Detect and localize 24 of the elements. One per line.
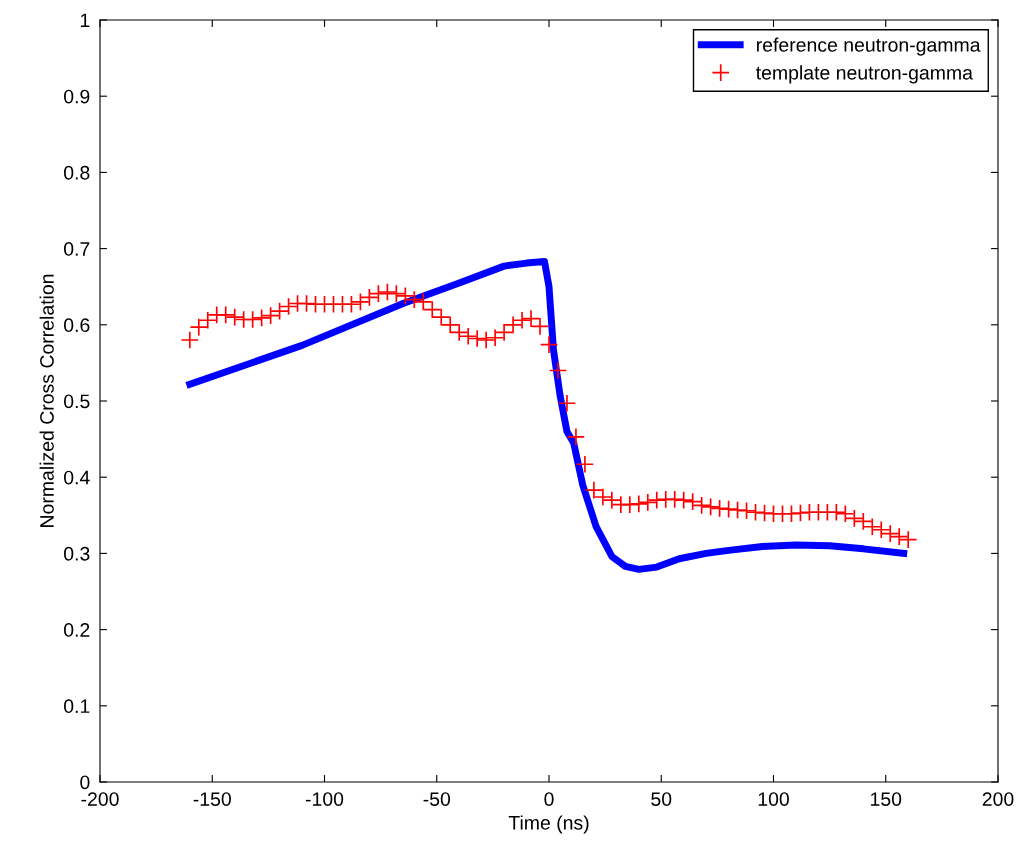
legend-label: reference neutron-gamma xyxy=(757,37,981,56)
y-tick-label: 1 xyxy=(80,13,90,28)
y-tick-label: 0.6 xyxy=(64,318,90,333)
legend-label: template neutron-gamma xyxy=(756,65,973,84)
y-tick-label: 0.4 xyxy=(64,470,90,485)
y-tick-label: 0.7 xyxy=(64,242,90,256)
x-axis-title: Time (ns) xyxy=(508,815,589,834)
x-tick-label: -150 xyxy=(193,792,231,806)
x-tick-label: -50 xyxy=(423,792,451,806)
x-tick-label: -200 xyxy=(81,792,119,806)
y-tick-label: 0.2 xyxy=(64,623,90,637)
y-tick-label: 0.9 xyxy=(64,89,90,104)
y-tick-label: 0.8 xyxy=(64,165,90,180)
x-tick-label: 200 xyxy=(982,792,1014,806)
y-tick-label: 0.3 xyxy=(64,546,90,561)
y-tick-label: 0 xyxy=(80,775,90,790)
x-tick-label: 100 xyxy=(758,792,789,806)
x-tick-label: 50 xyxy=(651,792,672,806)
y-tick-label: 0.1 xyxy=(64,699,90,714)
y-axis-title: Normalized Cross Correlation xyxy=(39,274,54,527)
x-tick-label: 150 xyxy=(871,792,902,806)
x-tick-label: 0 xyxy=(544,792,554,806)
x-tick-label: -100 xyxy=(305,792,344,806)
y-tick-label: 0.5 xyxy=(64,394,90,409)
